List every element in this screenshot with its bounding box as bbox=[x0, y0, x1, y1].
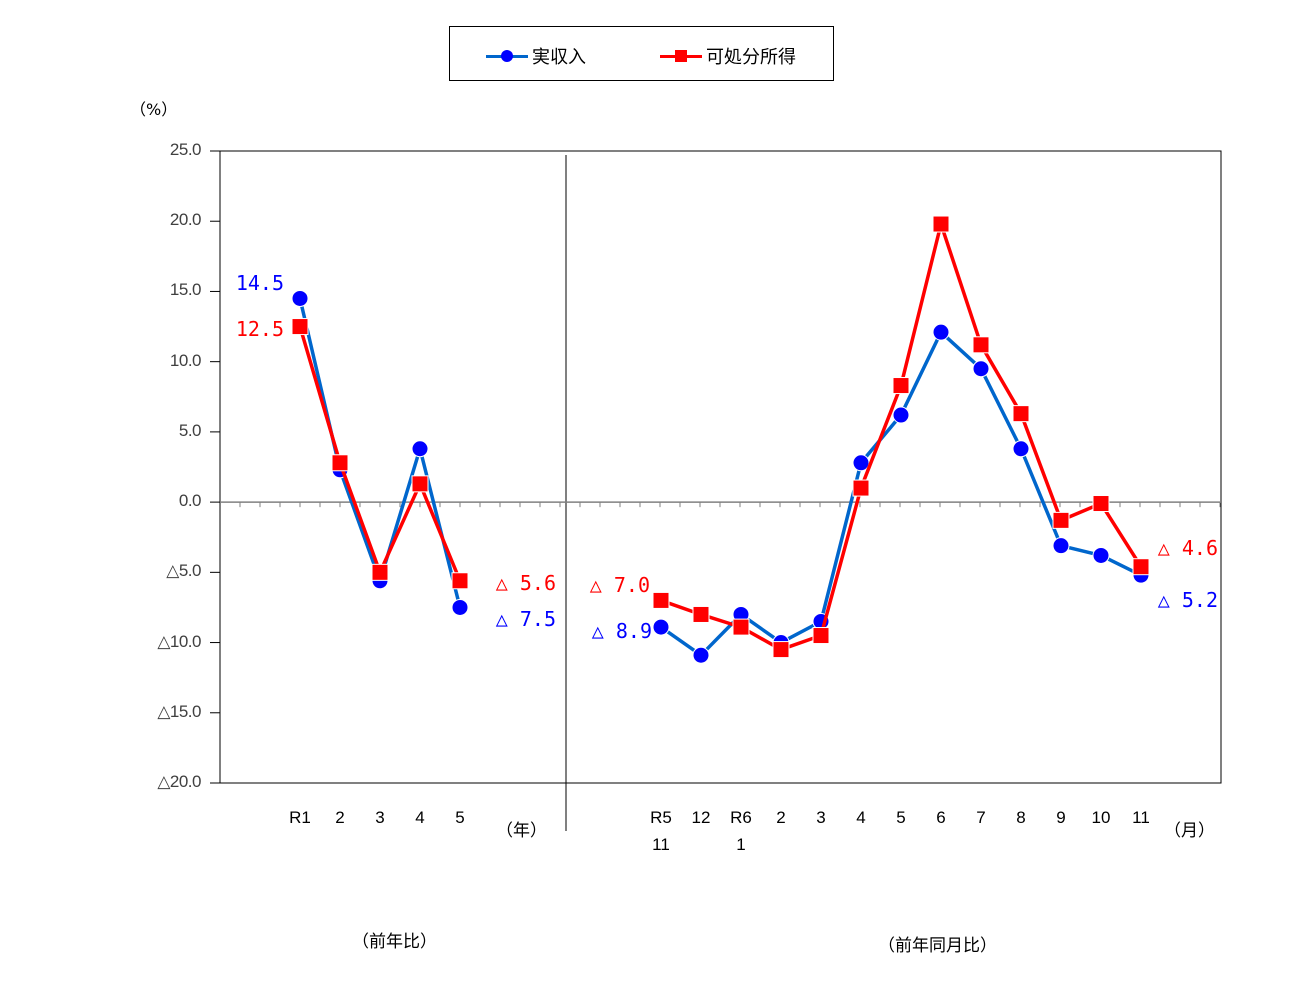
square-marker-icon bbox=[1132, 558, 1150, 576]
square-marker-icon bbox=[291, 318, 309, 336]
square-marker-icon bbox=[1052, 511, 1070, 529]
series-line bbox=[298, 298, 462, 608]
circle-marker-icon bbox=[692, 646, 710, 664]
x-tick-label: 3 bbox=[816, 808, 826, 827]
circle-marker-icon bbox=[291, 289, 309, 307]
square-marker-icon bbox=[331, 454, 349, 472]
square-marker-icon bbox=[732, 618, 750, 636]
square-marker-icon bbox=[892, 377, 910, 395]
square-marker-icon bbox=[932, 215, 950, 233]
data-label: △ 7.5 bbox=[496, 607, 556, 631]
x-tick-label: R5 11 bbox=[650, 808, 672, 854]
x-tick-label: 8 bbox=[1016, 808, 1026, 827]
data-label: △ 8.9 bbox=[592, 619, 652, 643]
y-tick-label: 20.0 bbox=[169, 210, 202, 230]
square-marker-icon bbox=[972, 336, 990, 354]
square-marker-icon bbox=[371, 563, 389, 581]
x-tick-label: 2 bbox=[335, 808, 345, 827]
y-tick-label: 10.0 bbox=[169, 350, 202, 370]
series-line bbox=[660, 222, 1143, 652]
x-tick-label: 7 bbox=[976, 808, 986, 827]
circle-marker-icon bbox=[1012, 440, 1030, 458]
y-tick-label: △10.0 bbox=[157, 631, 201, 651]
x-tick-label: 12 bbox=[691, 808, 711, 827]
x-tick-label: 6 bbox=[936, 808, 946, 827]
y-tick-label: 25.0 bbox=[169, 140, 202, 159]
y-axis-unit: （%） bbox=[130, 100, 178, 119]
circle-marker-icon bbox=[411, 440, 429, 458]
square-marker-icon bbox=[451, 572, 469, 590]
square-marker-icon bbox=[411, 475, 429, 493]
x-tick-label: 3 bbox=[375, 808, 385, 827]
legend-item-disposable-income: 可処分所得 bbox=[660, 43, 796, 69]
plot-frame bbox=[219, 150, 1222, 784]
x-tick-label: 9 bbox=[1056, 808, 1066, 827]
legend-item-actual-income: 実収入 bbox=[486, 43, 586, 69]
square-marker-icon bbox=[1012, 405, 1030, 423]
circle-marker-icon bbox=[1052, 537, 1070, 555]
x-tick-label: 2 bbox=[776, 808, 786, 827]
y-tick-label: △5.0 bbox=[166, 561, 201, 581]
square-marker-icon bbox=[852, 479, 870, 497]
square-marker-icon bbox=[772, 641, 790, 659]
square-marker-icon bbox=[812, 627, 830, 645]
data-label: △ 5.6 bbox=[496, 571, 556, 595]
data-label: △ 4.6 bbox=[1158, 536, 1218, 560]
circle-marker-icon bbox=[852, 454, 870, 472]
y-tick-label: 5.0 bbox=[178, 420, 202, 440]
y-tick-label: △15.0 bbox=[157, 701, 201, 721]
circle-marker-icon bbox=[1092, 546, 1110, 564]
x-tick-label: R1 bbox=[289, 808, 311, 827]
legend: 実収入 可処分所得 bbox=[449, 26, 834, 81]
y-tick-label: 0.0 bbox=[178, 491, 202, 511]
series-line bbox=[298, 326, 462, 582]
x-tick-label: 4 bbox=[415, 808, 425, 827]
monthly-section-label: （前年同月比） bbox=[878, 936, 997, 956]
x-tick-label: 5 bbox=[455, 808, 465, 827]
circle-marker-icon bbox=[892, 406, 910, 424]
x-tick-label: 11 bbox=[1132, 808, 1150, 827]
y-tick-label: 15.0 bbox=[169, 280, 202, 300]
x-tick-label: 10 bbox=[1091, 808, 1111, 827]
circle-marker-icon bbox=[486, 49, 528, 63]
x-axis-unit-year: （年） bbox=[496, 821, 547, 841]
y-tick-label: △20.0 bbox=[157, 772, 201, 791]
x-tick-label: 4 bbox=[856, 808, 866, 827]
annual-section-label: （前年比） bbox=[352, 932, 437, 952]
circle-marker-icon bbox=[652, 618, 670, 636]
data-label: 14.5 bbox=[236, 271, 284, 295]
circle-marker-icon bbox=[451, 598, 469, 616]
data-label: 12.5 bbox=[236, 317, 284, 341]
x-axis-unit-month: （月） bbox=[1164, 821, 1215, 841]
legend-label: 可処分所得 bbox=[706, 47, 796, 68]
data-label: △ 7.0 bbox=[590, 573, 650, 597]
square-marker-icon bbox=[652, 591, 670, 609]
circle-marker-icon bbox=[932, 323, 950, 341]
x-tick-label: 5 bbox=[896, 808, 906, 827]
square-marker-icon bbox=[692, 605, 710, 623]
circle-marker-icon bbox=[972, 360, 990, 378]
x-tick-label: R6 1 bbox=[730, 808, 752, 854]
data-label: △ 5.2 bbox=[1158, 588, 1218, 612]
square-marker-icon bbox=[660, 49, 702, 63]
legend-label: 実収入 bbox=[532, 47, 586, 68]
square-marker-icon bbox=[1092, 495, 1110, 513]
